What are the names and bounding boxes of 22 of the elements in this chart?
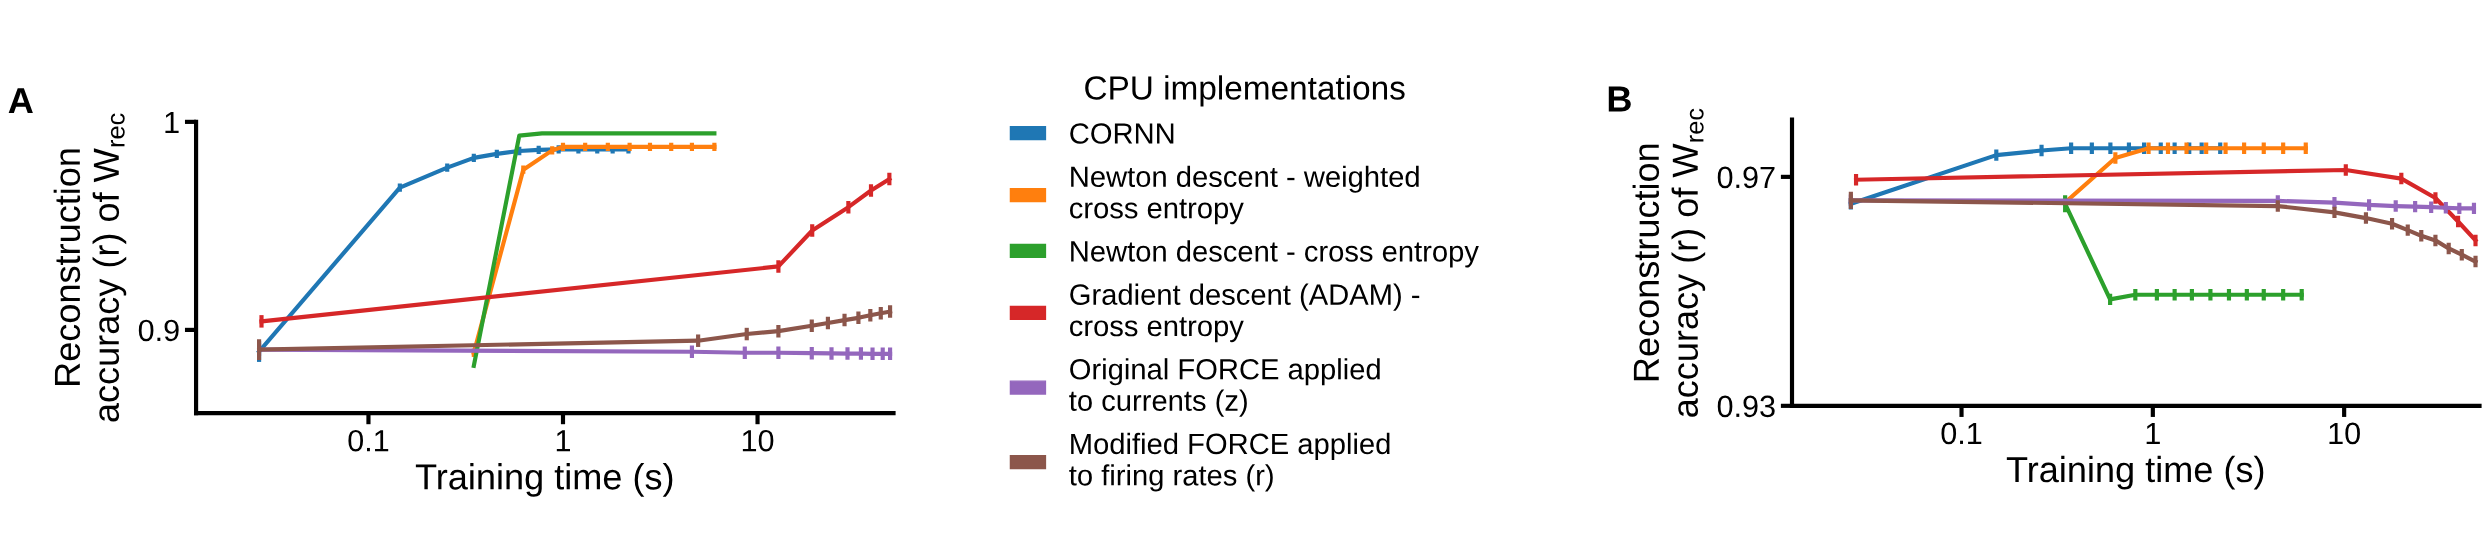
x-tick-label: 10	[742, 429, 774, 452]
legend-title: CPU implementations	[1085, 75, 1405, 107]
x-tick-label: 0.1	[348, 429, 389, 452]
text: A	[8, 88, 33, 114]
y-axis-title: Reconstruction accuracy (r) of W$_{rec}$	[53, 113, 127, 422]
y-tick-label: 0.9	[138, 319, 179, 342]
y-axis-title: Reconstruction accuracy (r) of W$_{rec}$	[1632, 108, 1706, 417]
y-tick-label: 0.97	[1717, 166, 1775, 189]
legend-label: Original FORCE applied to currents (z)	[1069, 358, 1380, 417]
y-tick-label: 0.93	[1717, 395, 1775, 418]
legend-label: CORNN	[1070, 123, 1174, 144]
legend-label: Gradient descent (ADAM) - cross entropy	[1070, 283, 1420, 343]
legend-label: Newton descent - cross entropy	[1071, 240, 1479, 268]
legend-label: Modified FORCE applied to firing rates (r)	[1069, 432, 1390, 492]
x-tick-label: 10	[2329, 422, 2360, 445]
x-tick-label: 1	[556, 430, 570, 452]
legend-label: Newton descent - weighted cross entropy	[1070, 165, 1419, 225]
x-tick-label: 0.1	[1941, 422, 1982, 445]
x-axis-title: Training time (s)	[2006, 455, 2264, 490]
text: B	[1608, 86, 1631, 112]
x-axis-title: Training time (s)	[415, 463, 673, 497]
x-tick-label: 1	[2146, 422, 2160, 444]
